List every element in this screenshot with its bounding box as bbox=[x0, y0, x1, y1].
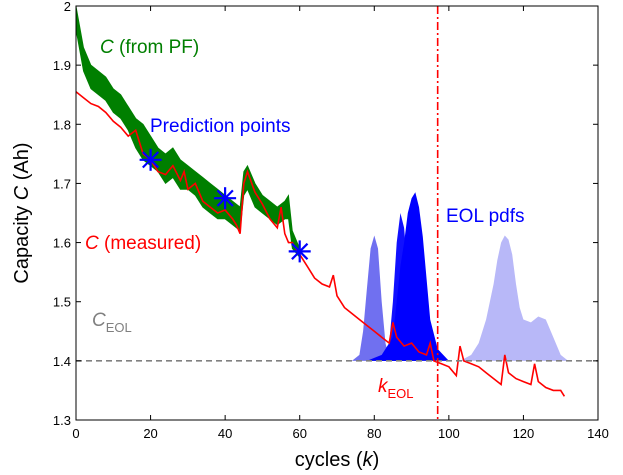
eol-pdf-3 bbox=[366, 192, 449, 361]
y-tick-label: 1.3 bbox=[53, 413, 71, 428]
x-tick-label: 140 bbox=[587, 426, 609, 441]
measured-line-layer bbox=[75, 91, 566, 397]
annotation-measured: C (measured) bbox=[85, 233, 201, 254]
x-tick-label: 20 bbox=[143, 426, 157, 441]
y-tick-label: 1.6 bbox=[53, 236, 71, 251]
eol-pdf-4 bbox=[460, 235, 569, 361]
x-tick-label: 0 bbox=[72, 426, 79, 441]
y-tick-label: 1.4 bbox=[53, 354, 71, 369]
prediction-point bbox=[214, 187, 237, 210]
y-axis-label: Capacity C (Ah) bbox=[11, 142, 33, 283]
measured-capacity-line bbox=[75, 91, 566, 397]
x-axis-label: cycles (k) bbox=[295, 449, 379, 471]
y-tick-label: 1.9 bbox=[53, 58, 71, 73]
annotation-eol-pdfs: EOL pdfs bbox=[446, 206, 525, 227]
x-tick-label: 120 bbox=[513, 426, 535, 441]
annotation-c-eol: CEOL bbox=[92, 310, 132, 335]
prediction-points-layer bbox=[139, 148, 311, 263]
y-tick-label: 1.8 bbox=[53, 117, 71, 132]
x-tick-label: 100 bbox=[438, 426, 460, 441]
annotation-pf: C (from PF) bbox=[100, 37, 199, 58]
annotation-prediction-points: Prediction points bbox=[150, 116, 290, 137]
x-tick-label: 60 bbox=[292, 426, 306, 441]
eol-pdf-1 bbox=[351, 235, 397, 361]
y-tick-label: 2 bbox=[64, 0, 71, 14]
annotation-k-eol: kEOL bbox=[378, 376, 414, 401]
y-tick-label: 1.5 bbox=[53, 295, 71, 310]
x-tick-label: 80 bbox=[367, 426, 381, 441]
reference-lines-layer bbox=[76, 6, 598, 420]
prediction-point bbox=[288, 240, 311, 263]
eol-pdfs-layer bbox=[351, 192, 569, 361]
y-tick-label: 1.7 bbox=[53, 176, 71, 191]
plot-frame bbox=[75, 5, 599, 421]
prediction-point bbox=[139, 148, 162, 171]
axis-ticks-layer: 0 20 40 60 80 100 120 140 1.3 1.4 1.5 1.6 1.7 1.8 1.9 2 bbox=[53, 0, 609, 441]
x-tick-label: 40 bbox=[218, 426, 232, 441]
